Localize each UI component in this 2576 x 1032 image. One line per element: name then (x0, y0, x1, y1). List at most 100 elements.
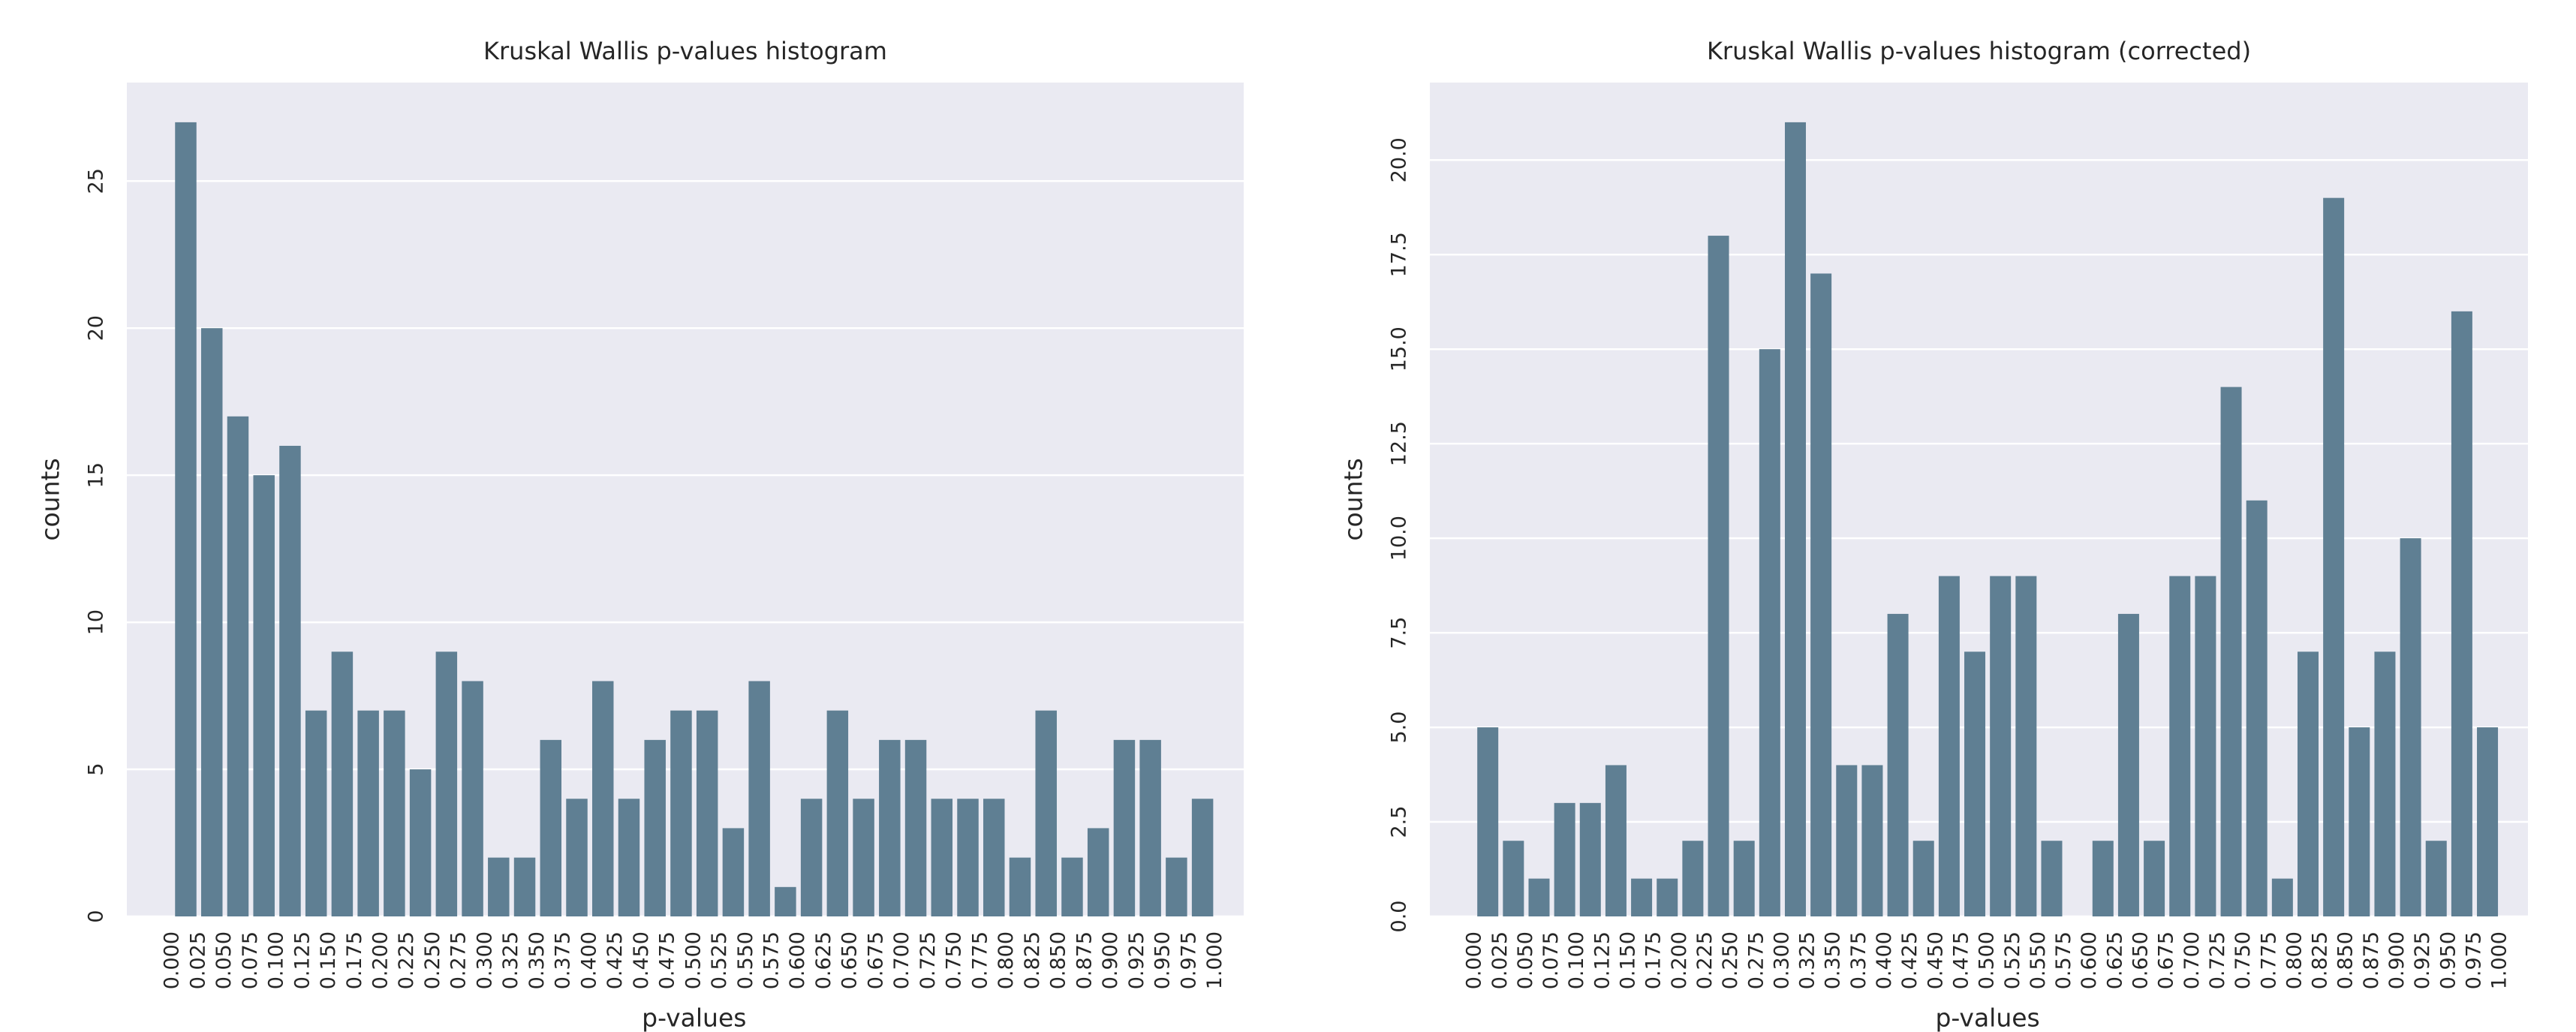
bar (488, 857, 510, 916)
bar (2169, 576, 2191, 916)
bar (1061, 857, 1083, 916)
bar (826, 710, 849, 916)
x-tick-label: 0.100 (265, 931, 288, 989)
x-tick-label: 0.650 (2129, 931, 2153, 989)
x-tick-label: 0.450 (630, 931, 653, 989)
x-tick-label: 0.150 (317, 931, 340, 989)
x-tick-label: 0.600 (786, 931, 809, 989)
bar (696, 710, 718, 916)
x-tick-label: 0.775 (968, 931, 992, 989)
bar (1861, 765, 1883, 916)
bar (227, 416, 249, 916)
bar (1477, 727, 1499, 916)
bar (200, 328, 223, 917)
x-tick-label: 0.075 (1539, 931, 1563, 989)
x-tick-label: 0.125 (1590, 931, 1614, 989)
x-tick-label: 0.325 (499, 931, 522, 989)
bar (2451, 311, 2472, 916)
x-tick-label: 0.750 (943, 931, 966, 989)
bar (1035, 710, 1057, 916)
bar (175, 122, 197, 916)
x-tick-label: 0.025 (1488, 931, 1512, 989)
x-tick-label: 0.300 (1770, 931, 1793, 989)
bar (1605, 765, 1627, 916)
x-tick-label: 0.000 (1463, 931, 1486, 989)
x-tick-label: 0.625 (812, 931, 835, 989)
x-tick-label: 0.850 (2334, 931, 2358, 989)
x-tick-label: 0.475 (1949, 931, 1973, 989)
bar (540, 739, 562, 916)
x-tick-label: 0.675 (2155, 931, 2178, 989)
bar (1810, 273, 1832, 916)
x-tick-label: 0.375 (552, 931, 575, 989)
x-tick-label: 0.200 (369, 931, 393, 989)
bar (1631, 878, 1653, 916)
bar (1503, 841, 1524, 916)
x-tick-label: 0.825 (1021, 931, 1044, 989)
x-tick-label: 0.850 (1047, 931, 1070, 989)
bar (1191, 799, 1214, 916)
x-tick-label: 0.525 (708, 931, 731, 989)
bar (1166, 857, 1187, 916)
bar (2297, 651, 2319, 916)
bar (2349, 727, 2370, 916)
x-tick-label: 0.875 (2360, 931, 2383, 989)
y-tick-label: 15 (85, 462, 108, 488)
x-tick-label: 0.875 (1073, 931, 1096, 989)
x-tick-label: 0.000 (161, 931, 184, 989)
x-tick-label: 0.700 (2180, 931, 2204, 989)
x-tick-label: 0.250 (421, 931, 444, 989)
bar (357, 710, 379, 916)
x-tick-label: 0.025 (186, 931, 209, 989)
x-tick-label: 0.500 (682, 931, 705, 989)
x-tick-label: 0.250 (1719, 931, 1742, 989)
y-tick-label: 12.5 (1388, 421, 1411, 466)
x-tick-label: 0.550 (734, 931, 757, 989)
y-tick-label: 5.0 (1388, 712, 1411, 744)
x-tick-label: 0.675 (864, 931, 887, 989)
bar (618, 799, 640, 916)
x-tick-label: 0.350 (525, 931, 549, 989)
bar (1938, 576, 1960, 916)
x-tick-label: 0.750 (2231, 931, 2255, 989)
bar (1836, 765, 1858, 916)
y-tick-label: 10.0 (1388, 516, 1411, 561)
bar (566, 799, 588, 916)
bar (2271, 878, 2293, 916)
x-tick-label: 0.425 (603, 931, 627, 989)
x-tick-label: 0.050 (1514, 931, 1537, 989)
bar (1990, 576, 2012, 916)
x-tick-label: 0.175 (343, 931, 366, 989)
x-tick-label: 0.425 (1898, 931, 1921, 989)
x-tick-label: 0.950 (2436, 931, 2460, 989)
bar (983, 799, 1005, 916)
bar (1554, 802, 1575, 916)
bar (1887, 613, 1909, 916)
bar (2015, 576, 2037, 916)
x-tick-label: 0.925 (1125, 931, 1148, 989)
bar (1682, 841, 1704, 916)
x-tick-label: 0.775 (2257, 931, 2280, 989)
y-tick-label: 20.0 (1388, 137, 1411, 182)
y-axis-label: counts (36, 458, 65, 540)
bar (722, 828, 745, 916)
x-tick-label: 0.325 (1796, 931, 1819, 989)
bar (2425, 841, 2447, 916)
bar (592, 681, 614, 916)
x-tick-label: 0.925 (2411, 931, 2434, 989)
bar (748, 681, 770, 916)
bar (853, 799, 874, 916)
x-tick-label: 0.050 (212, 931, 236, 989)
x-tick-label: 0.650 (838, 931, 862, 989)
bar (2374, 651, 2396, 916)
x-tick-label: 0.625 (2103, 931, 2126, 989)
x-tick-label: 0.800 (995, 931, 1018, 989)
bar (279, 445, 301, 916)
x-tick-label: 0.550 (2027, 931, 2050, 989)
x-tick-label: 0.475 (656, 931, 679, 989)
x-tick-label: 0.525 (2001, 931, 2024, 989)
x-tick-label: 0.825 (2309, 931, 2332, 989)
x-tick-label: 0.575 (2052, 931, 2075, 989)
x-tick-label: 0.125 (290, 931, 314, 989)
x-tick-label: 0.600 (2078, 931, 2101, 989)
